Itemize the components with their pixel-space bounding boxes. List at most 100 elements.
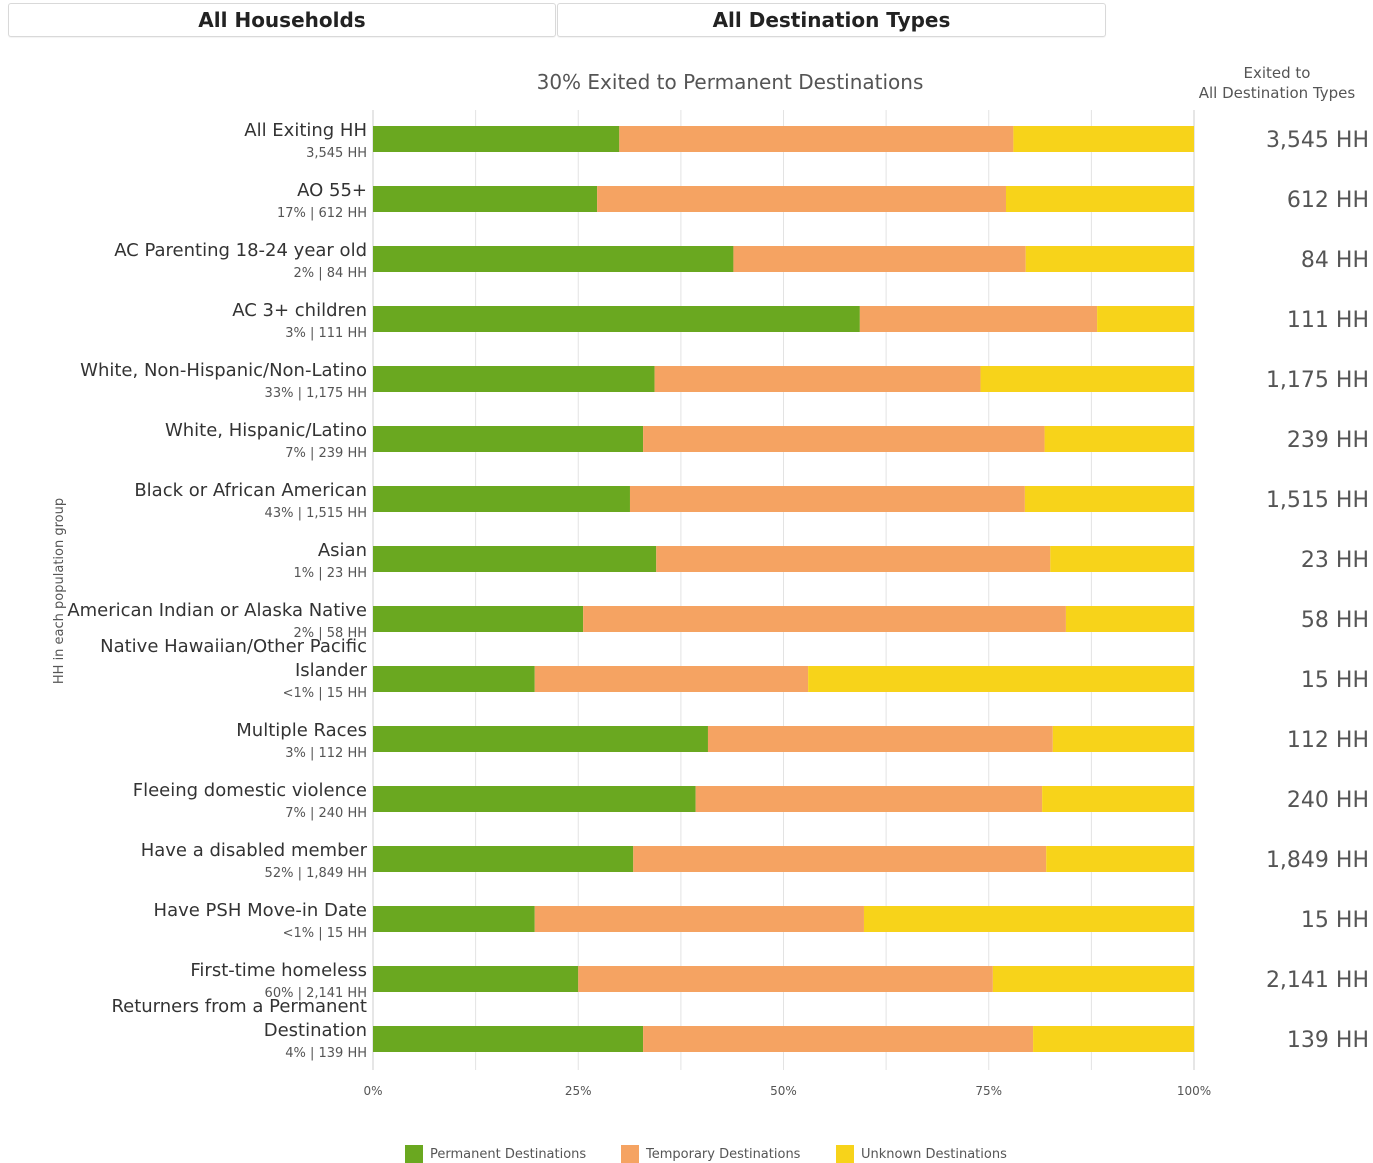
bar-segment-temporary[interactable] [534,666,809,692]
household-filter-label: All Households [198,8,366,32]
category-sublabel: 33% | 1,175 HH [265,386,367,401]
bar-segment-unknown[interactable] [863,906,1194,932]
right-header-line-1: Exited to [1244,64,1311,82]
legend-label: Temporary Destinations [645,1147,801,1162]
category-sublabel: 1% | 23 HH [294,566,368,581]
category-label: Have PSH Move-in Date [154,900,367,921]
chart-title: 30% Exited to Permanent Destinations [537,70,924,94]
category-sublabel: 3% | 112 HH [285,746,367,761]
category-sublabel: 7% | 240 HH [285,806,367,821]
bar-segment-temporary[interactable] [656,546,1051,572]
bar-segment-permanent[interactable] [373,486,630,512]
bars-group [373,126,1194,1052]
bar-segment-temporary[interactable] [597,186,1006,212]
bar-segment-permanent[interactable] [373,126,620,152]
bar-segment-permanent[interactable] [373,966,579,992]
bar-segment-unknown[interactable] [1025,246,1194,272]
total-value: 84 HH [1301,248,1369,273]
bar-segment-unknown[interactable] [1044,426,1194,452]
destination-filter-dropdown[interactable]: All Destination Types [557,3,1106,37]
bar-segment-temporary[interactable] [578,966,993,992]
bar-segment-unknown[interactable] [1097,306,1194,332]
bar-segment-temporary[interactable] [654,366,981,392]
bar-segment-unknown[interactable] [992,966,1194,992]
bar-segment-permanent[interactable] [373,1026,644,1052]
right-header-line-2: All Destination Types [1199,84,1356,102]
bar-segment-unknown[interactable] [1013,126,1194,152]
bar-segment-permanent[interactable] [373,786,696,812]
category-label: All Exiting HH [244,120,367,141]
x-tick-label: 0% [363,1084,382,1098]
bar-segment-permanent[interactable] [373,186,598,212]
bar-segment-temporary[interactable] [695,786,1043,812]
household-filter-dropdown[interactable]: All Households [8,3,556,37]
legend-label: Unknown Destinations [861,1147,1007,1162]
total-value: 139 HH [1287,1028,1369,1053]
legend-swatch [621,1145,639,1163]
x-axis-ticks: 0% 25% 50% 75% 100% [363,1084,1211,1098]
bar-segment-temporary[interactable] [619,126,1014,152]
category-label: White, Hispanic/Latino [165,420,367,441]
destination-filter-label: All Destination Types [712,8,951,32]
total-value: 1,175 HH [1266,368,1369,393]
bar-segment-temporary[interactable] [583,606,1066,632]
bar-segment-temporary[interactable] [733,246,1026,272]
category-sublabel: 2% | 58 HH [294,626,368,641]
bar-segment-temporary[interactable] [633,846,1047,872]
category-label: American Indian or Alaska Native [67,600,367,621]
category-label: Multiple Races [236,720,367,741]
category-label: Have a disabled member [141,840,368,861]
bar-segment-unknown[interactable] [1033,1026,1194,1052]
category-label: Islander [295,660,368,681]
bar-segment-permanent[interactable] [373,726,708,752]
category-sublabel: 43% | 1,515 HH [265,506,367,521]
total-value: 58 HH [1301,608,1369,633]
bar-segment-permanent[interactable] [373,246,734,272]
bar-segment-permanent[interactable] [373,606,584,632]
bar-segment-unknown[interactable] [1005,186,1194,212]
total-value: 2,141 HH [1266,968,1369,993]
total-value: 239 HH [1287,428,1369,453]
bar-segment-unknown[interactable] [1052,726,1194,752]
bar-segment-unknown[interactable] [1046,846,1194,872]
bar-segment-unknown[interactable] [1050,546,1194,572]
bar-segment-permanent[interactable] [373,366,655,392]
bar-segment-permanent[interactable] [373,546,657,572]
bar-segment-temporary[interactable] [643,1026,1034,1052]
total-value: 3,545 HH [1266,128,1369,153]
legend: Permanent Destinations Temporary Destinat… [405,1145,1007,1163]
bar-segment-unknown[interactable] [980,366,1194,392]
legend-swatch [405,1145,423,1163]
bar-segment-unknown[interactable] [1065,606,1194,632]
bar-segment-permanent[interactable] [373,846,634,872]
total-value: 612 HH [1287,188,1369,213]
category-label: Black or African American [134,480,367,501]
bar-segment-temporary[interactable] [643,426,1045,452]
total-value: 111 HH [1287,308,1369,333]
category-sublabel: <1% | 15 HH [283,926,367,941]
total-value: 15 HH [1301,668,1369,693]
bar-segment-temporary[interactable] [859,306,1098,332]
bar-segment-temporary[interactable] [629,486,1025,512]
bar-segment-unknown[interactable] [808,666,1194,692]
category-label: White, Non-Hispanic/Non-Latino [80,360,367,381]
bar-segment-permanent[interactable] [373,426,644,452]
category-sublabel: 3% | 111 HH [285,326,367,341]
y-axis-title: HH in each population group [52,498,67,684]
bar-segment-unknown[interactable] [1042,786,1194,812]
bar-segment-permanent[interactable] [373,306,860,332]
bar-segment-temporary[interactable] [534,906,864,932]
x-tick-label: 75% [975,1084,1002,1098]
legend-swatch [836,1145,854,1163]
bar-segment-permanent[interactable] [373,666,535,692]
category-label: Destination [264,1020,367,1041]
category-sublabel: 4% | 139 HH [285,1046,367,1061]
bar-segment-temporary[interactable] [707,726,1053,752]
bar-segment-permanent[interactable] [373,906,535,932]
total-labels: 3,545 HH 612 HH 84 HH 111 HH 1,175 HH 239 HH 1… [1266,128,1369,1053]
total-value: 23 HH [1301,548,1369,573]
legend-label: Permanent Destinations [430,1147,586,1162]
bar-segment-unknown[interactable] [1024,486,1194,512]
category-sublabel: <1% | 15 HH [283,686,367,701]
